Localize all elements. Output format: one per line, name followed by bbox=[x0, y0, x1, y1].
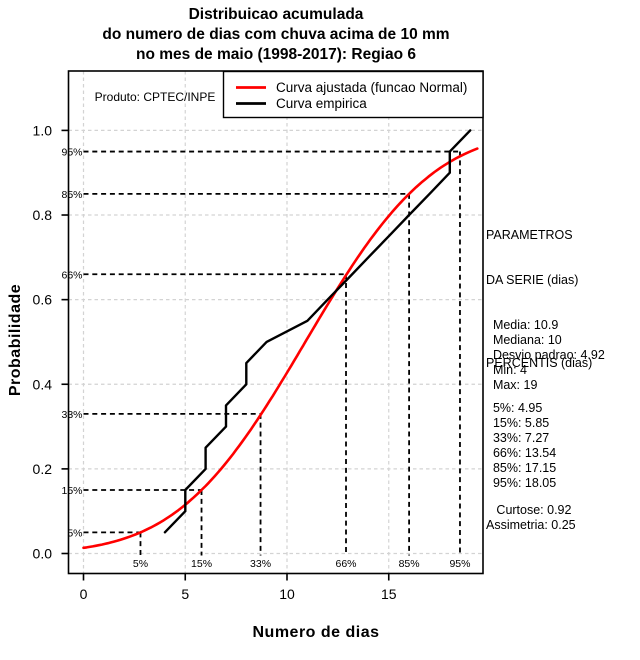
side-text-line: 33%: 7.27 bbox=[486, 431, 550, 445]
side-text-line: Media: 10.9 bbox=[486, 318, 559, 332]
y-axis: 0.0 0.2 0.4 0.6 0.8 1.0 bbox=[33, 122, 69, 562]
legend-fitted-label: Curva ajustada (funcao Normal) bbox=[276, 80, 467, 95]
percentile-label-bottom: 95% bbox=[449, 558, 470, 570]
percentile-label-left: 33% bbox=[61, 409, 82, 421]
side-panel: PARAMETROS DA SERIE (dias) Media: 10.9 M… bbox=[486, 0, 640, 660]
x-tick-label: 0 bbox=[80, 586, 88, 602]
side-text-line: 5%: 4.95 bbox=[486, 401, 543, 415]
chart-title-line1: Distribuicao acumulada bbox=[189, 6, 364, 23]
fitted-normal-curve bbox=[82, 147, 479, 550]
chart-title-line2: do numero de dias com chuva acima de 10 … bbox=[102, 26, 449, 43]
y-tick-label: 0.4 bbox=[33, 376, 53, 392]
x-tick-label: 10 bbox=[279, 586, 295, 602]
y-tick-label: 1.0 bbox=[33, 122, 53, 138]
side-text-line: 15%: 5.85 bbox=[486, 416, 550, 430]
side-text-line: Assimetria: 0.25 bbox=[486, 518, 576, 532]
percentile-label-bottom: 15% bbox=[191, 558, 212, 570]
chart-title-line3: no mes de maio (1998-2017): Regiao 6 bbox=[136, 46, 416, 63]
side-text-line: 66%: 13.54 bbox=[486, 446, 557, 460]
y-tick-label: 0.6 bbox=[33, 292, 53, 308]
legend-empirical-label: Curva empirica bbox=[276, 96, 367, 111]
percentile-label-left: 15% bbox=[61, 485, 82, 497]
percentile-labels-left: 5% 15% 33% 66% 85% 95% bbox=[61, 147, 82, 540]
percentile-label-bottom: 33% bbox=[250, 558, 271, 570]
x-tick-label: 15 bbox=[381, 586, 397, 602]
y-tick-label: 0.0 bbox=[33, 546, 53, 562]
side-text-line: Desvio padrao: 4.92 bbox=[486, 348, 605, 362]
side-text-line: Curtose: 0.92 bbox=[486, 503, 572, 517]
percentile-label-left: 95% bbox=[61, 147, 82, 159]
legend-box bbox=[222, 70, 484, 119]
y-axis-title: Probabilidade bbox=[7, 284, 24, 396]
gridlines bbox=[68, 71, 483, 574]
y-tick-label: 0.8 bbox=[33, 207, 53, 223]
chart-title: Distribuicao acumulada do numero de dias… bbox=[102, 6, 449, 63]
side-text-line: Min: 4 bbox=[486, 363, 527, 377]
x-axis: 0 5 10 15 bbox=[80, 573, 397, 602]
percentis-title: PERCENTIS (dias) bbox=[486, 356, 593, 370]
x-tick-label: 5 bbox=[181, 586, 189, 602]
percentile-label-bottom: 85% bbox=[399, 558, 420, 570]
percentiles-block: PERCENTIS (dias) 5%: 4.95 15%: 5.85 33%:… bbox=[486, 326, 592, 491]
x-axis-title: Numero de dias bbox=[252, 624, 379, 641]
percentile-labels-bottom: 5% 15% 33% 66% 85% 95% bbox=[133, 558, 471, 570]
params-title-line2: DA SERIE (dias) bbox=[486, 273, 579, 287]
side-text-line: 85%: 17.15 bbox=[486, 461, 557, 475]
legend: Curva ajustada (funcao Normal) Curva emp… bbox=[222, 70, 484, 119]
params-title-line1: PARAMETROS bbox=[486, 228, 573, 242]
percentile-label-bottom: 5% bbox=[133, 558, 148, 570]
y-tick-label: 0.2 bbox=[33, 461, 53, 477]
empirical-curve bbox=[163, 129, 472, 534]
side-text-line: 95%: 18.05 bbox=[486, 476, 557, 490]
percentile-label-bottom: 66% bbox=[336, 558, 357, 570]
percentile-label-left: 5% bbox=[67, 527, 82, 539]
plot-box bbox=[67, 70, 484, 575]
percentile-label-left: 66% bbox=[61, 269, 82, 281]
percentile-label-left: 85% bbox=[61, 189, 82, 201]
moments-block: Curtose: 0.92 Assimetria: 0.25 bbox=[486, 473, 576, 533]
side-text-line: Max: 19 bbox=[486, 378, 538, 392]
product-credit: Produto: CPTEC/INPE bbox=[95, 90, 216, 104]
side-text-line: Mediana: 10 bbox=[486, 333, 562, 347]
percentile-guide-lines bbox=[83, 150, 461, 556]
series-parameters-block: PARAMETROS DA SERIE (dias) Media: 10.9 M… bbox=[486, 198, 605, 393]
